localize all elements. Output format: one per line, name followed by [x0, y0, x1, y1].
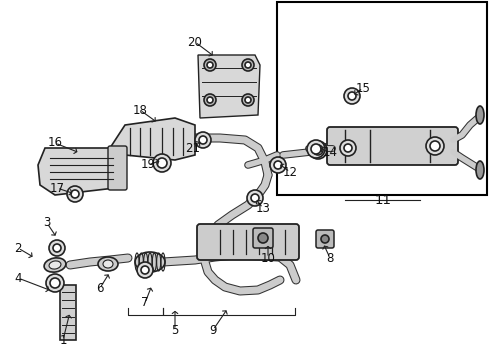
Text: 14: 14 — [322, 147, 338, 159]
Text: 15: 15 — [356, 81, 370, 94]
Text: 6: 6 — [96, 282, 104, 294]
Text: 7: 7 — [141, 297, 149, 310]
Circle shape — [340, 140, 356, 156]
Polygon shape — [198, 55, 260, 118]
Circle shape — [274, 161, 282, 169]
Circle shape — [258, 233, 268, 243]
Circle shape — [242, 59, 254, 71]
Circle shape — [307, 140, 325, 158]
Circle shape — [207, 62, 213, 68]
Text: 2: 2 — [14, 242, 22, 255]
Circle shape — [46, 274, 64, 292]
Ellipse shape — [476, 106, 484, 124]
Circle shape — [311, 144, 321, 154]
Text: 11: 11 — [374, 194, 392, 207]
Ellipse shape — [44, 258, 66, 272]
Text: 4: 4 — [14, 271, 22, 284]
Circle shape — [344, 144, 352, 152]
Circle shape — [251, 194, 259, 202]
Ellipse shape — [98, 257, 118, 271]
Text: 16: 16 — [48, 136, 63, 149]
Circle shape — [71, 190, 79, 198]
Circle shape — [49, 240, 65, 256]
Circle shape — [247, 190, 263, 206]
Circle shape — [137, 262, 153, 278]
Circle shape — [321, 235, 329, 243]
Circle shape — [270, 157, 286, 173]
Circle shape — [242, 94, 254, 106]
Circle shape — [153, 154, 171, 172]
Ellipse shape — [49, 261, 61, 269]
FancyBboxPatch shape — [197, 224, 299, 260]
Text: 9: 9 — [209, 324, 217, 337]
Circle shape — [157, 158, 167, 168]
Circle shape — [313, 145, 323, 155]
Circle shape — [245, 97, 251, 103]
Circle shape — [204, 59, 216, 71]
Ellipse shape — [476, 161, 484, 179]
Text: 19: 19 — [141, 158, 155, 171]
Bar — [277, 2, 487, 195]
Bar — [60, 285, 76, 340]
Text: 17: 17 — [49, 181, 65, 194]
Text: 3: 3 — [43, 216, 50, 230]
Ellipse shape — [103, 260, 113, 268]
Text: 18: 18 — [133, 104, 147, 117]
Text: 21: 21 — [186, 141, 200, 154]
Circle shape — [309, 141, 327, 159]
Circle shape — [207, 97, 213, 103]
Ellipse shape — [135, 252, 165, 272]
Circle shape — [344, 88, 360, 104]
Circle shape — [430, 141, 440, 151]
FancyBboxPatch shape — [327, 127, 458, 165]
Circle shape — [67, 186, 83, 202]
Circle shape — [204, 94, 216, 106]
Circle shape — [195, 132, 211, 148]
FancyBboxPatch shape — [108, 146, 127, 190]
Text: 8: 8 — [326, 252, 334, 265]
Circle shape — [50, 278, 60, 288]
Circle shape — [348, 92, 356, 100]
Circle shape — [53, 244, 61, 252]
Polygon shape — [110, 118, 195, 160]
Circle shape — [426, 137, 444, 155]
Text: 20: 20 — [188, 36, 202, 49]
Circle shape — [199, 136, 207, 144]
Text: 12: 12 — [283, 166, 297, 179]
Text: 10: 10 — [261, 252, 275, 265]
Text: 5: 5 — [172, 324, 179, 337]
FancyBboxPatch shape — [253, 228, 273, 248]
Text: 13: 13 — [256, 202, 270, 215]
Text: 1: 1 — [59, 333, 67, 346]
Polygon shape — [38, 148, 120, 195]
Circle shape — [141, 266, 149, 274]
FancyBboxPatch shape — [316, 230, 334, 248]
Circle shape — [245, 62, 251, 68]
